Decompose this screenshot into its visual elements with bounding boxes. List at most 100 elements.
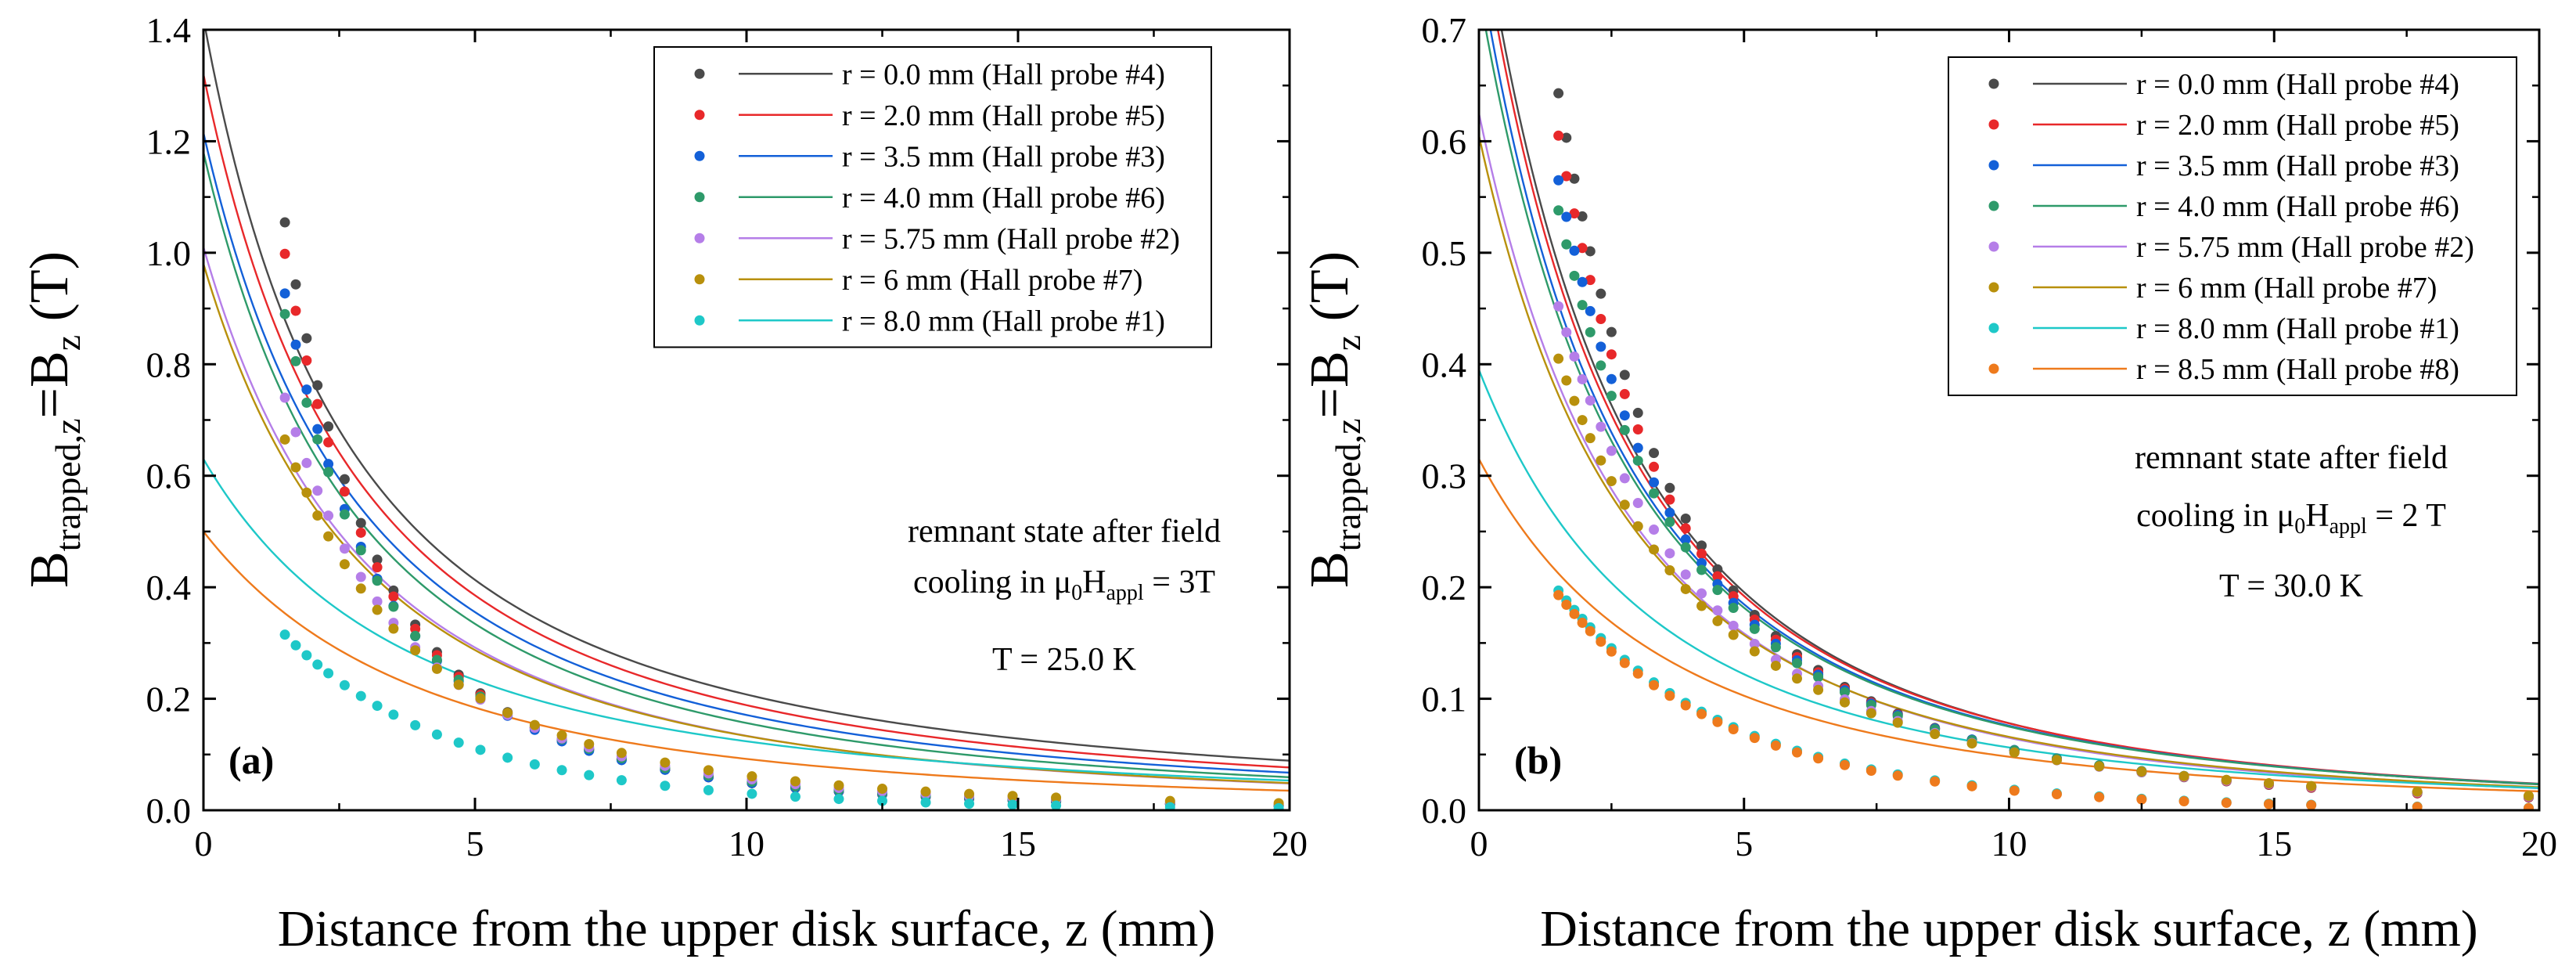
point-series-0-7: [1619, 370, 1630, 380]
point-series-5-0: [279, 434, 290, 445]
point-series-7-6: [1606, 646, 1617, 657]
point-series-5-1: [1561, 375, 1572, 386]
point-series-7-29: [2221, 798, 2232, 809]
annotation-temperature: T = 25.0 K: [992, 642, 1136, 678]
y-label-subscript: trapped,z: [48, 418, 88, 551]
point-series-1-4: [1585, 275, 1596, 286]
point-series-6-17: [616, 775, 627, 786]
point-series-3-10: [431, 654, 442, 665]
fit-line-series-2: [203, 132, 1290, 774]
y-tick-label: 1.4: [146, 10, 192, 50]
point-series-5-7: [1619, 499, 1630, 510]
point-series-2-8: [1632, 442, 1643, 453]
point-series-1-10: [1664, 494, 1675, 505]
point-series-5-22: [1930, 729, 1941, 740]
legend-label: r = 3.5 mm (Hall probe #3): [2136, 150, 2459, 182]
legend: r = 0.0 mm (Hall probe #4) r = 2.0 mm (Ha…: [1948, 56, 2517, 396]
point-series-2-1: [1561, 211, 1572, 222]
annotation-temperature: T = 30.0 K: [2219, 568, 2363, 604]
point-series-3-1: [290, 355, 301, 366]
point-series-4-4: [323, 510, 334, 521]
annotation-sub-0: 0: [1071, 581, 1082, 605]
point-series-7-11: [1680, 700, 1691, 711]
point-series-6-16: [584, 770, 595, 781]
point-series-0-10: [1664, 482, 1675, 493]
point-series-5-23: [1966, 738, 1977, 749]
point-series-5-9: [1649, 544, 1660, 555]
point-series-5-20: [1865, 708, 1876, 719]
legend-marker: [1988, 323, 1999, 333]
point-series-2-0: [1553, 175, 1564, 186]
point-series-3-1: [1561, 239, 1572, 250]
point-series-1-7: [372, 562, 383, 573]
point-series-6-2: [301, 650, 312, 661]
point-series-6-0: [279, 629, 290, 640]
point-series-1-12: [1696, 548, 1707, 559]
point-series-0-6: [355, 517, 366, 528]
point-series-7-9: [1649, 680, 1660, 690]
y-label-symbol: B: [1300, 551, 1360, 588]
point-series-7-12: [1696, 708, 1707, 719]
point-series-5-16: [1770, 660, 1781, 671]
point-series-3-0: [279, 308, 290, 319]
point-series-6-20: [747, 788, 757, 799]
point-series-5-14: [529, 719, 540, 730]
point-series-1-6: [355, 527, 366, 538]
point-series-6-8: [388, 709, 399, 720]
point-series-0-1: [290, 279, 301, 290]
point-series-0-3: [1577, 211, 1588, 222]
panel-label: (a): [228, 738, 274, 782]
x-tick-label: 15: [2256, 824, 2292, 863]
point-series-2-9: [1649, 477, 1660, 488]
annotation-line-1: remnant state after field: [908, 514, 1221, 550]
point-series-3-16: [1770, 642, 1781, 653]
point-series-1-11: [1680, 523, 1691, 534]
y-tick-label: 0.6: [1422, 121, 1467, 161]
point-series-4-1: [1561, 326, 1572, 337]
point-series-3-4: [323, 467, 334, 478]
point-series-0-9: [1649, 448, 1660, 459]
legend-label: r = 8.0 mm (Hall probe #1): [2136, 312, 2459, 345]
x-tick-label: 10: [1991, 824, 2027, 863]
point-series-1-8: [1632, 424, 1643, 435]
point-series-3-17: [1792, 658, 1802, 669]
legend-label: r = 8.5 mm (Hall probe #8): [2136, 353, 2459, 386]
point-series-7-24: [2009, 785, 2020, 796]
point-series-6-6: [355, 690, 366, 701]
x-tick-label: 0: [195, 824, 213, 863]
point-series-5-24: [2009, 747, 2020, 758]
point-series-5-10: [1664, 565, 1675, 576]
fit-line-series-7: [203, 531, 1290, 792]
y-label-subscript-z: z: [48, 335, 88, 351]
point-series-5-26: [2094, 761, 2105, 772]
point-series-5-30: [2263, 778, 2274, 789]
point-series-5-4: [1585, 433, 1596, 444]
point-series-4-9: [1649, 525, 1660, 535]
point-series-6-3: [312, 659, 323, 670]
point-series-7-16: [1770, 740, 1781, 751]
annotation-line-2: cooling in μ0Happl = 3T: [913, 564, 1215, 605]
x-tick-label: 5: [1735, 824, 1753, 863]
annotation-prefix: cooling in: [913, 564, 1054, 600]
legend-label: r = 2.0 mm (Hall probe #5): [842, 99, 1165, 132]
point-series-5-27: [2136, 766, 2147, 777]
point-series-5-28: [2178, 770, 2189, 781]
point-series-5-5: [1596, 455, 1606, 466]
point-series-0-5: [1596, 288, 1606, 299]
point-series-4-2: [301, 457, 312, 468]
point-series-3-14: [1728, 603, 1739, 614]
point-series-7-23: [1966, 781, 1977, 791]
point-series-5-2: [301, 487, 312, 498]
x-tick-label: 10: [729, 824, 765, 863]
point-series-6-14: [529, 759, 540, 770]
point-series-5-13: [502, 708, 513, 719]
point-series-0-1: [1561, 132, 1572, 143]
legend-marker: [1988, 119, 1999, 130]
x-tick-label: 0: [1470, 824, 1488, 863]
point-series-0-12: [1696, 540, 1707, 551]
point-series-3-15: [1749, 623, 1760, 634]
y-tick-label: 0.3: [1422, 456, 1467, 496]
point-series-6-5: [339, 680, 350, 690]
point-series-7-28: [2178, 796, 2189, 807]
point-series-2-5: [1596, 341, 1606, 352]
